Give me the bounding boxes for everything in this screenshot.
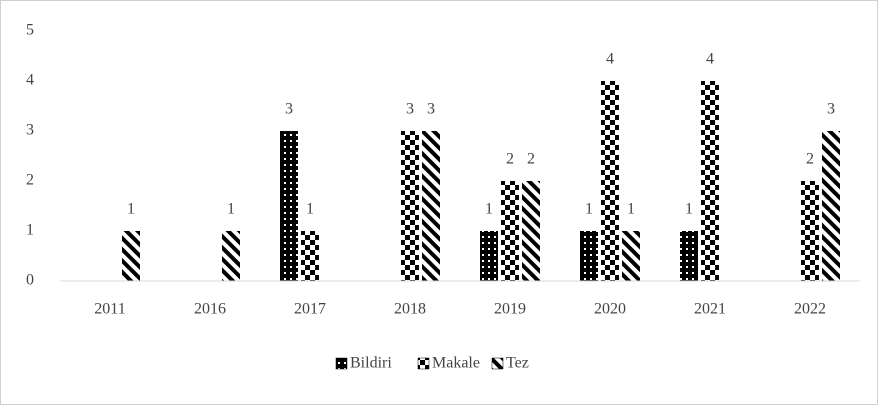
bar — [480, 231, 498, 281]
x-tick-label: 2019 — [494, 301, 526, 318]
bar — [122, 231, 140, 281]
data-label: 2 — [806, 151, 814, 168]
legend-label: Bildiri — [350, 355, 392, 372]
x-tick-label: 2018 — [394, 301, 426, 318]
y-tick-label: 1 — [26, 222, 34, 239]
data-label: 4 — [606, 51, 614, 68]
data-label: 3 — [427, 101, 435, 118]
data-label: 1 — [306, 201, 314, 218]
data-label: 1 — [585, 201, 593, 218]
y-tick-label: 3 — [26, 122, 34, 139]
y-tick-label: 5 — [26, 22, 34, 39]
data-label: 2 — [506, 151, 514, 168]
legend-swatch — [335, 357, 348, 370]
x-tick-label: 2021 — [694, 301, 726, 318]
y-tick-label: 4 — [26, 72, 34, 89]
bar — [701, 81, 719, 281]
data-label: 1 — [485, 201, 493, 218]
legend-label: Tez — [506, 355, 529, 372]
bar — [422, 131, 440, 281]
legend-swatch — [491, 357, 504, 370]
x-tick-label: 2020 — [594, 301, 626, 318]
bar — [580, 231, 598, 281]
bar — [822, 131, 840, 281]
data-label: 1 — [685, 201, 693, 218]
bar — [280, 131, 298, 281]
bar — [622, 231, 640, 281]
data-label: 4 — [706, 51, 714, 68]
y-tick-label: 0 — [26, 272, 34, 289]
bar — [522, 181, 540, 281]
legend-swatch — [417, 357, 430, 370]
bar — [222, 231, 240, 281]
bar — [501, 181, 519, 281]
bar — [801, 181, 819, 281]
data-label: 1 — [127, 201, 135, 218]
y-tick-label: 2 — [26, 172, 34, 189]
data-label: 2 — [527, 151, 535, 168]
bar — [601, 81, 619, 281]
bar — [301, 231, 319, 281]
data-label: 3 — [406, 101, 414, 118]
data-label: 3 — [285, 101, 293, 118]
data-label: 1 — [627, 201, 635, 218]
bar — [680, 231, 698, 281]
legend-label: Makale — [432, 355, 480, 372]
x-tick-label: 2022 — [794, 301, 826, 318]
x-tick-label: 2011 — [94, 301, 125, 318]
x-tick-label: 2016 — [194, 301, 226, 318]
data-label: 1 — [227, 201, 235, 218]
data-label: 3 — [827, 101, 835, 118]
x-tick-label: 2017 — [294, 301, 326, 318]
bar — [401, 131, 419, 281]
